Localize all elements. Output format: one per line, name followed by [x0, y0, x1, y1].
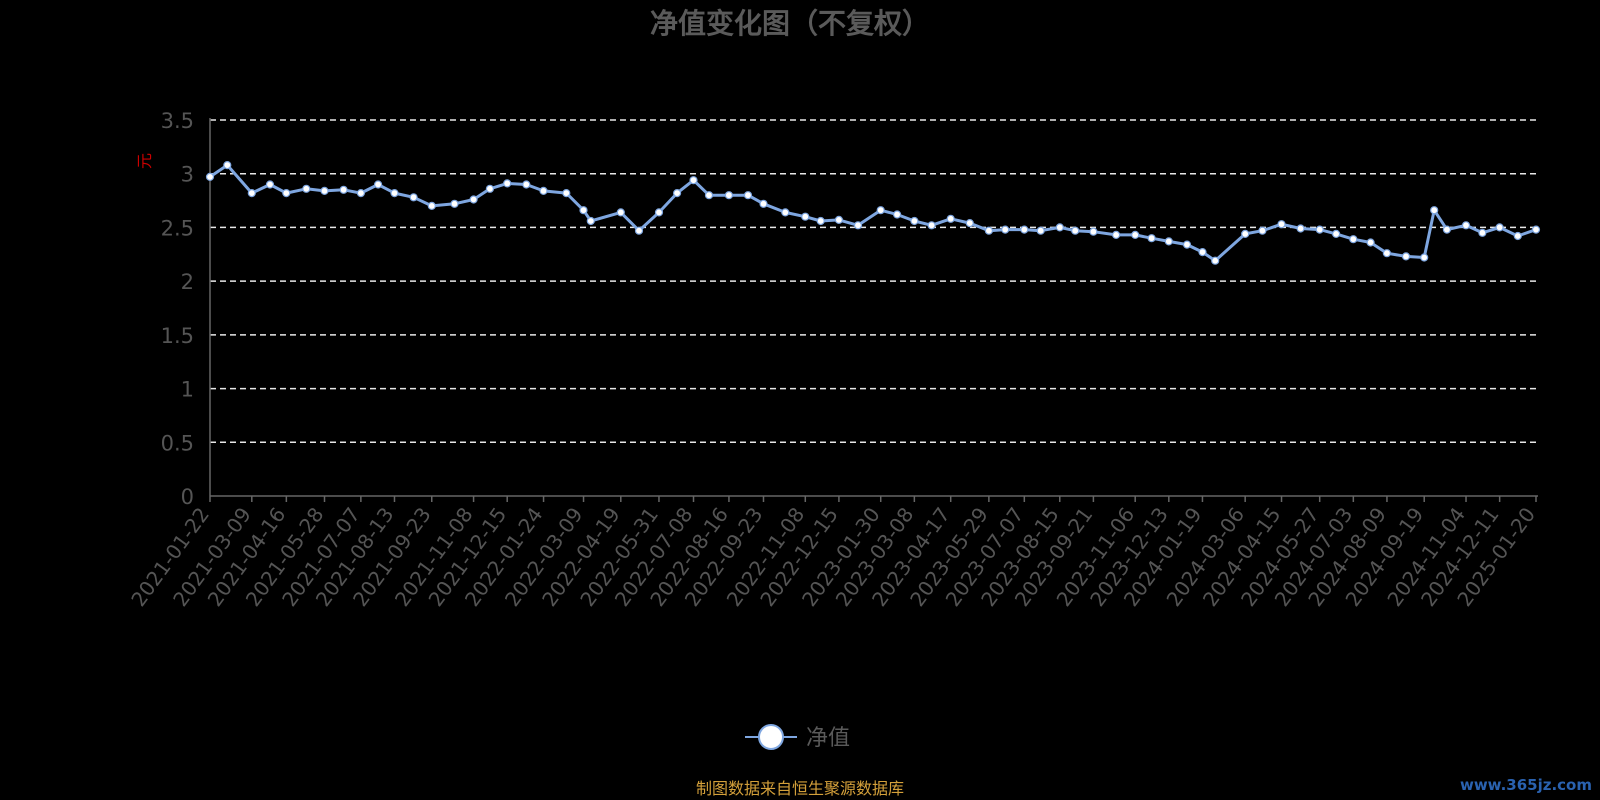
- data-point: [586, 216, 595, 226]
- y-tick-label-2.5: 2.5: [161, 216, 194, 240]
- data-point: [965, 219, 974, 228]
- data-point: [320, 186, 329, 195]
- data-point: [984, 226, 994, 235]
- data-point: [427, 201, 436, 210]
- data-point: [282, 189, 291, 198]
- data-point: [704, 191, 714, 200]
- data-point: [1349, 235, 1358, 244]
- data-point: [1513, 231, 1522, 241]
- data-point: [724, 191, 734, 200]
- data-point: [205, 172, 215, 181]
- data-point: [1495, 223, 1504, 232]
- data-point: [1401, 252, 1411, 261]
- data-point: [409, 193, 418, 202]
- data-point: [892, 210, 902, 219]
- data-point: [910, 216, 919, 226]
- y-tick-label-0.5: 0.5: [161, 431, 194, 455]
- data-point: [1020, 225, 1029, 234]
- data-point: [265, 180, 275, 189]
- y-tick-label-2: 2: [181, 270, 194, 294]
- y-axis-unit: 元: [135, 153, 154, 169]
- data-point: [1036, 226, 1045, 235]
- data-point: [1315, 225, 1324, 234]
- data-point: [1089, 227, 1098, 236]
- data-point: [1211, 256, 1220, 265]
- data-point: [223, 161, 232, 170]
- data-point: [743, 191, 753, 200]
- data-point: [876, 206, 885, 215]
- y-tick-label-3: 3: [181, 163, 194, 187]
- data-point: [654, 208, 664, 217]
- data-point: [853, 221, 863, 230]
- chart-title: 净值变化图（不复权）: [650, 7, 930, 40]
- data-point: [1461, 221, 1471, 230]
- data-point: [579, 206, 588, 215]
- data-point: [562, 189, 571, 198]
- data-point: [634, 226, 644, 235]
- data-point: [247, 189, 256, 198]
- y-tick-label-1: 1: [181, 378, 194, 402]
- axes: [209, 118, 1538, 502]
- data-point: [1366, 238, 1375, 247]
- legend-marker-icon: [758, 724, 784, 750]
- data-point: [469, 195, 478, 204]
- data-point: [1430, 206, 1439, 215]
- data-point: [1055, 223, 1064, 232]
- data-point: [834, 215, 844, 224]
- data-point: [503, 179, 512, 188]
- data-source-credit: 制图数据来自恒生聚源数据库: [696, 779, 904, 798]
- data-point: [1147, 234, 1156, 243]
- y-tick-label-3.5: 3.5: [161, 109, 194, 133]
- data-point: [1478, 228, 1487, 237]
- data-point: [374, 180, 383, 189]
- data-point: [616, 208, 625, 217]
- data-point: [1198, 248, 1207, 257]
- series-net-value: [205, 161, 1541, 265]
- data-point: [672, 189, 682, 198]
- data-point: [450, 199, 459, 208]
- x-tick-labels: 2021-01-222021-03-092021-04-162021-05-28…: [126, 503, 1540, 611]
- data-point: [946, 214, 955, 223]
- data-point: [1241, 229, 1250, 238]
- data-point: [356, 189, 365, 198]
- data-point: [485, 184, 494, 193]
- data-point: [1182, 240, 1192, 249]
- data-point: [1164, 237, 1173, 246]
- data-point: [1442, 225, 1452, 234]
- data-point: [522, 180, 531, 189]
- legend-label: 净值: [806, 726, 850, 751]
- data-point: [1071, 226, 1080, 235]
- data-point: [302, 184, 311, 193]
- data-point: [1331, 229, 1341, 238]
- legend[interactable]: 净值: [745, 724, 850, 751]
- data-point: [1001, 225, 1010, 234]
- data-point: [1131, 230, 1140, 239]
- data-point: [1111, 230, 1121, 239]
- data-point: [801, 212, 810, 221]
- watermark: www.365jz.com: [1460, 776, 1592, 794]
- data-point: [927, 221, 936, 230]
- data-point: [781, 208, 790, 217]
- data-point: [1277, 220, 1286, 229]
- grid-lines: [210, 119, 1536, 444]
- data-point: [539, 186, 548, 195]
- data-point: [1531, 225, 1541, 234]
- series-line-0: [209, 163, 1537, 263]
- data-point: [759, 199, 768, 208]
- data-point: [339, 185, 348, 194]
- data-point: [1420, 253, 1429, 262]
- y-tick-labels: 0 0.5 1 1.5 2 2.5 3 3.5: [161, 109, 194, 509]
- data-point: [1258, 226, 1267, 235]
- data-point: [816, 216, 825, 226]
- y-tick-label-0: 0: [181, 485, 194, 509]
- data-point: [689, 176, 698, 185]
- data-point: [1382, 249, 1392, 258]
- data-point: [1296, 224, 1305, 233]
- y-tick-label-1.5: 1.5: [161, 324, 194, 348]
- data-point: [390, 189, 399, 198]
